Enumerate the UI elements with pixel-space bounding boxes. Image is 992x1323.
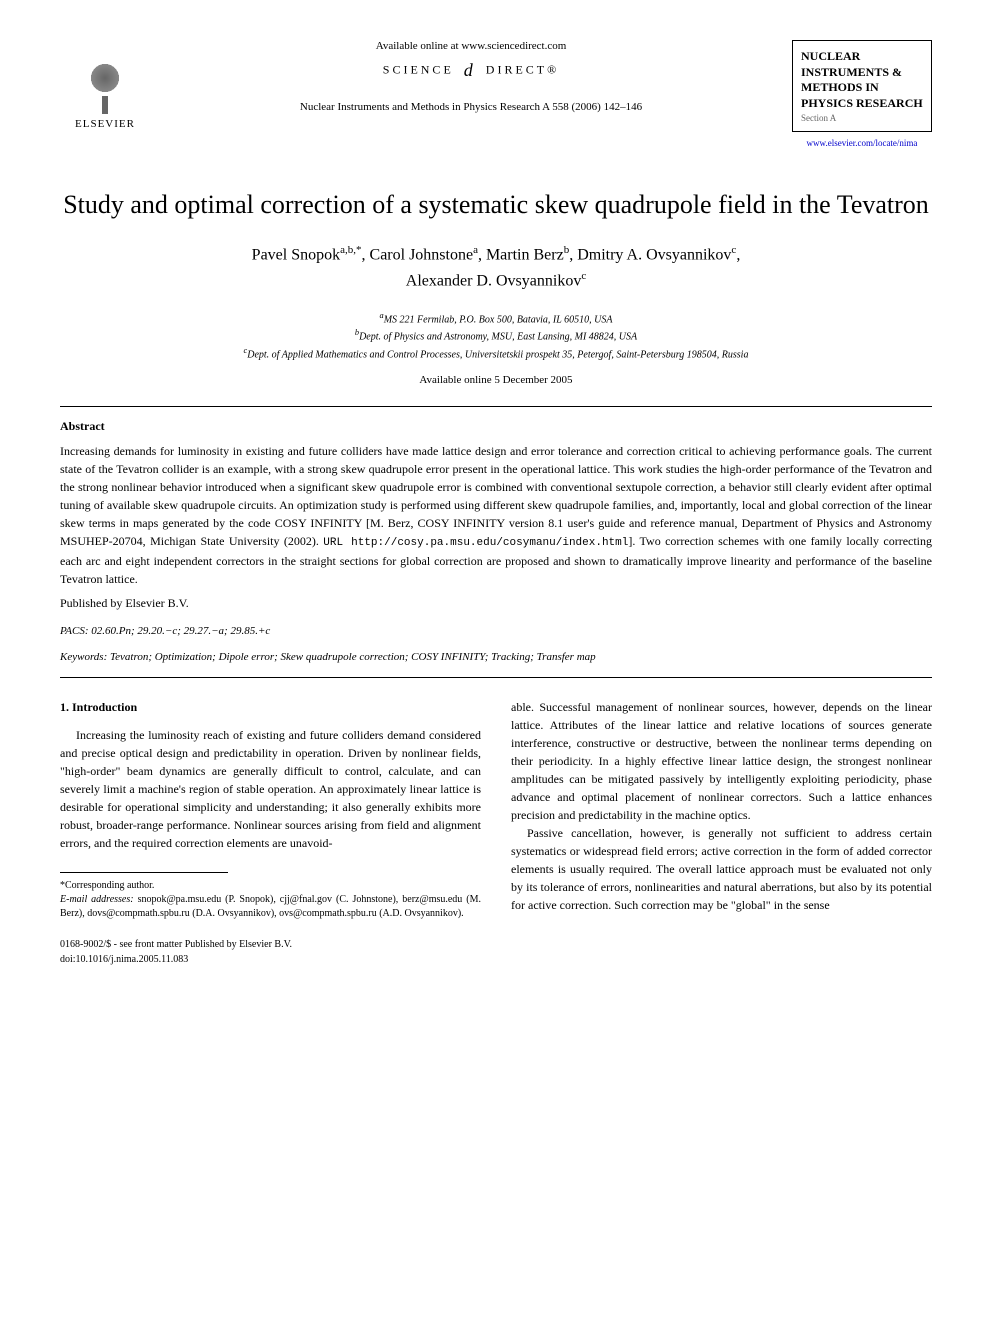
pacs-label: PACS:: [60, 625, 89, 637]
footer-doi: doi:10.1016/j.nima.2005.11.083: [60, 952, 481, 967]
journal-link[interactable]: www.elsevier.com/locate/nima: [792, 138, 932, 148]
author-5: Alexander D. Ovsyannikov: [406, 272, 582, 289]
column-right: able. Successful management of nonlinear…: [511, 698, 932, 967]
footnote-separator: [60, 872, 228, 873]
author-4: , Dmitry A. Ovsyannikov: [569, 247, 731, 264]
publisher-name: ELSEVIER: [75, 118, 135, 130]
body-columns: 1. Introduction Increasing the luminosit…: [60, 698, 932, 967]
journal-box-section: Section A: [801, 113, 923, 123]
sd-right: DIRECT®: [486, 62, 559, 76]
rule-top: [60, 406, 932, 407]
affiliation-b-text: Dept. of Physics and Astronomy, MSU, Eas…: [359, 332, 637, 343]
author-5-sup: c: [581, 270, 586, 282]
rule-bottom: [60, 677, 932, 678]
keywords-line: Keywords: Tevatron; Optimization; Dipole…: [60, 651, 932, 663]
authors-block: Pavel Snopoka,b,*, Carol Johnstonea, Mar…: [60, 242, 932, 294]
author-2: , Carol Johnstone: [362, 247, 474, 264]
affiliation-c-text: Dept. of Applied Mathematics and Control…: [247, 349, 748, 360]
science-direct-logo: SCIENCE d DIRECT®: [170, 60, 772, 81]
author-1: Pavel Snopok: [252, 247, 340, 264]
affiliation-a-text: MS 221 Fermilab, P.O. Box 500, Batavia, …: [384, 314, 613, 325]
published-by: Published by Elsevier B.V.: [60, 596, 932, 611]
abstract-url-label: URL: [323, 537, 351, 549]
pacs-line: PACS: 02.60.Pn; 29.20.−c; 29.27.−a; 29.8…: [60, 625, 932, 637]
footnote-corresponding: *Corresponding author.: [60, 879, 481, 893]
author-3: , Martin Berz: [478, 247, 564, 264]
available-online-text: Available online at www.sciencedirect.co…: [170, 40, 772, 52]
footnote-email-label: E-mail addresses:: [60, 894, 134, 905]
abstract-heading: Abstract: [60, 419, 932, 434]
col2-para-2: Passive cancellation, however, is genera…: [511, 824, 932, 914]
journal-box: NUCLEAR INSTRUMENTS & METHODS IN PHYSICS…: [792, 40, 932, 132]
affiliation-a: aMS 221 Fermilab, P.O. Box 500, Batavia,…: [60, 310, 932, 327]
abstract-paragraph: Increasing demands for luminosity in exi…: [60, 442, 932, 588]
header-row: ELSEVIER Available online at www.science…: [60, 40, 932, 148]
sd-d-icon: d: [464, 60, 476, 81]
sd-left: SCIENCE: [383, 62, 454, 76]
publisher-logo: ELSEVIER: [60, 40, 150, 130]
footnote-block: *Corresponding author. E-mail addresses:…: [60, 879, 481, 921]
keywords-label: Keywords:: [60, 651, 107, 663]
center-header: Available online at www.sciencedirect.co…: [150, 40, 792, 113]
pacs-values: 02.60.Pn; 29.20.−c; 29.27.−a; 29.85.+c: [89, 625, 271, 637]
keywords-values: Tevatron; Optimization; Dipole error; Sk…: [107, 651, 595, 663]
elsevier-tree-icon: [75, 54, 135, 114]
abstract-url[interactable]: http://cosy.pa.msu.edu/cosymanu/index.ht…: [351, 537, 628, 549]
author-4-sup: c: [731, 244, 736, 256]
footer-info: 0168-9002/$ - see front matter Published…: [60, 937, 481, 967]
affiliation-c: cDept. of Applied Mathematics and Contro…: [60, 345, 932, 362]
date-available: Available online 5 December 2005: [60, 374, 932, 386]
col2-para-1: able. Successful management of nonlinear…: [511, 698, 932, 824]
author-1-sup: a,b,*: [340, 244, 361, 256]
paper-title: Study and optimal correction of a system…: [60, 188, 932, 222]
journal-box-title: NUCLEAR INSTRUMENTS & METHODS IN PHYSICS…: [801, 49, 923, 111]
col1-para-1: Increasing the luminosity reach of exist…: [60, 726, 481, 852]
affiliations-block: aMS 221 Fermilab, P.O. Box 500, Batavia,…: [60, 310, 932, 362]
journal-reference: Nuclear Instruments and Methods in Physi…: [170, 101, 772, 113]
abstract-text-1: Increasing demands for luminosity in exi…: [60, 444, 932, 548]
column-left: 1. Introduction Increasing the luminosit…: [60, 698, 481, 967]
intro-heading: 1. Introduction: [60, 698, 481, 716]
footnote-emails: E-mail addresses: snopok@pa.msu.edu (P. …: [60, 893, 481, 921]
footer-copyright: 0168-9002/$ - see front matter Published…: [60, 937, 481, 952]
affiliation-b: bDept. of Physics and Astronomy, MSU, Ea…: [60, 327, 932, 344]
journal-box-wrapper: NUCLEAR INSTRUMENTS & METHODS IN PHYSICS…: [792, 40, 932, 148]
